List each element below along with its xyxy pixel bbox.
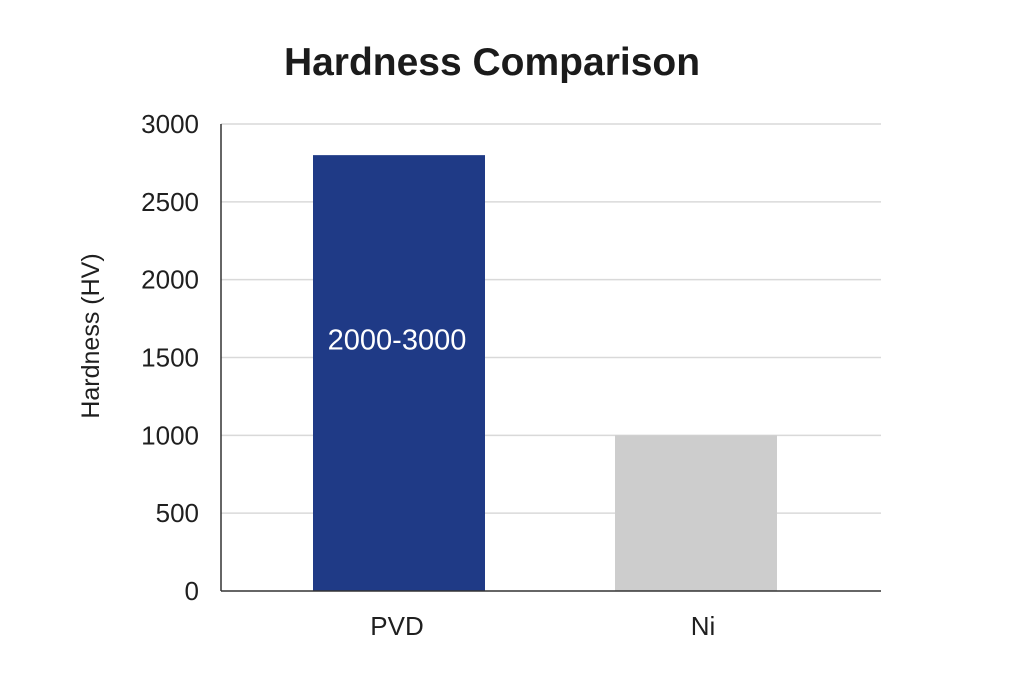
chart-title: Hardness Comparison (284, 41, 700, 84)
y-tick-label: 500 (156, 498, 199, 528)
bar-data-label: 2000-3000 (328, 325, 467, 357)
y-tick-label: 1500 (141, 343, 199, 373)
y-axis-title: Hardness (HV) (77, 253, 105, 418)
y-tick-label: 0 (185, 576, 199, 606)
bar-ni (615, 435, 777, 591)
axes (220, 124, 881, 592)
y-tick-label: 2500 (141, 187, 199, 217)
y-tick-label: 3000 (141, 109, 199, 139)
y-tick-label: 2000 (141, 265, 199, 295)
x-category-label: Ni (691, 611, 716, 641)
bar-pvd (313, 155, 485, 591)
labels: 0 500 1000 1500 2000 2500 3000 PVD 2000-3000 Ni (141, 109, 715, 641)
x-category-label: PVD (370, 611, 423, 641)
y-tick-label: 1000 (141, 420, 199, 450)
bars (313, 155, 777, 591)
